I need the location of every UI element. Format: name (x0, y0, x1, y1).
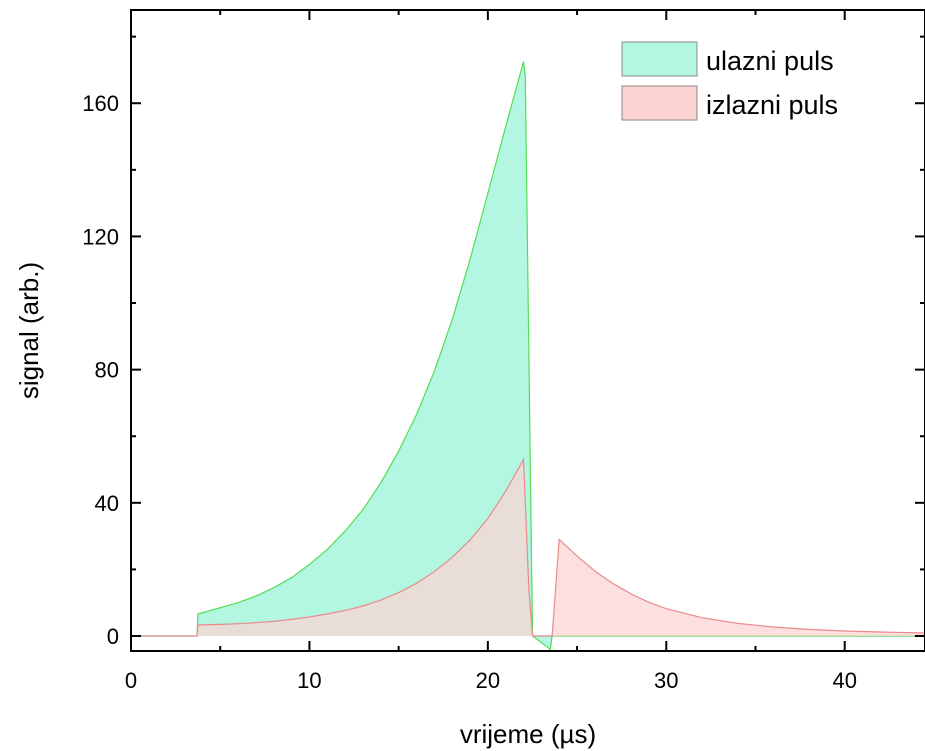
y-tick-label: 40 (95, 491, 119, 516)
legend-label-2: izlazni puls (706, 90, 838, 120)
x-tick-label: 0 (125, 668, 137, 693)
x-axis-title: vrijeme (µs) (460, 719, 596, 749)
series-area-2 (131, 459, 925, 636)
y-tick-label: 120 (82, 224, 119, 249)
y-tick-label: 160 (82, 91, 119, 116)
x-tick-label: 40 (832, 668, 856, 693)
x-tick-label: 10 (297, 668, 321, 693)
y-tick-label: 80 (95, 358, 119, 383)
legend: ulazni puls izlazni puls (621, 41, 838, 121)
series-area-1 (131, 61, 925, 650)
legend-label-1: ulazni puls (706, 46, 834, 76)
series-layer (131, 61, 925, 651)
x-tick-label: 20 (476, 668, 500, 693)
y-tick-label: 0 (107, 624, 119, 649)
plot-frame (130, 9, 925, 652)
axes-layer: 0 10 20 30 40 0 40 80 120 160 (82, 9, 925, 693)
series-line-2 (131, 457, 925, 637)
legend-swatch-1 (621, 41, 698, 77)
legend-swatch-2 (621, 85, 698, 121)
y-axis-title: signal (arb.) (14, 262, 44, 399)
x-tick-label: 30 (654, 668, 678, 693)
